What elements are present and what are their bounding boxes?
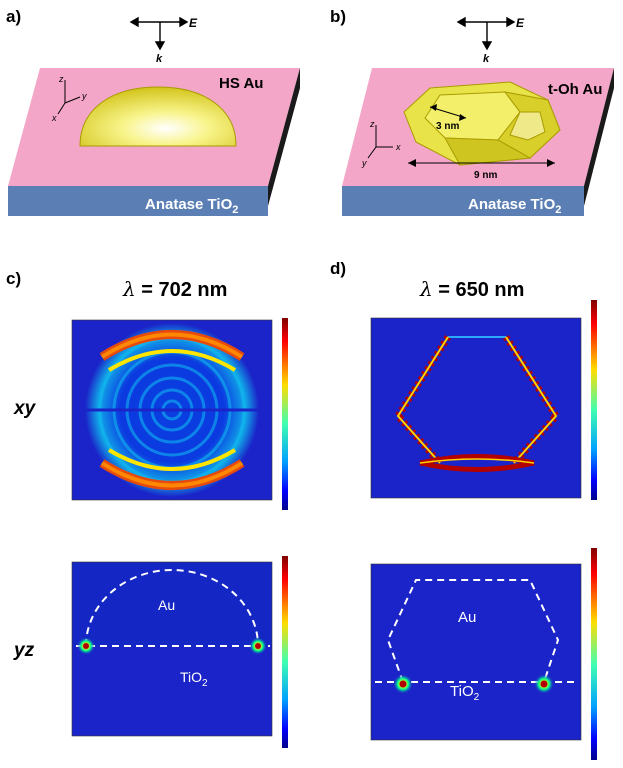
- substrate-front: [342, 186, 584, 216]
- dimension-small-label: 3 nm: [436, 121, 459, 132]
- panel-a: a) E k z y x HS Au Anatase TiO2: [6, 7, 300, 216]
- particle-label: HS Au: [219, 75, 263, 92]
- colorbar: [282, 556, 288, 748]
- colorbar: [591, 300, 597, 500]
- polarization-arrows-icon: [456, 16, 516, 51]
- region-au-label: Au: [158, 597, 175, 613]
- axes-icon: [367, 125, 393, 159]
- particle-label: t-Oh Au: [548, 81, 602, 98]
- row-label-yz: yz: [13, 640, 35, 661]
- axis-z-label: z: [58, 74, 64, 84]
- row-label-xy: xy: [13, 398, 37, 419]
- map-d-yz: Au TiO2: [370, 563, 582, 741]
- region-tio2-label: TiO2: [180, 669, 208, 689]
- panel-b: b) E k 3 nm z x: [330, 7, 614, 216]
- dimension-large-label: 9 nm: [474, 170, 497, 181]
- panel-c-letter: c): [6, 269, 21, 288]
- region-au-label: Au: [458, 609, 476, 626]
- field-label: E: [189, 16, 198, 30]
- colorbar: [282, 318, 288, 510]
- axis-y-label: y: [361, 158, 367, 168]
- substrate-right-side: [584, 68, 614, 206]
- axes-icon: [57, 80, 81, 115]
- panel-b-letter: b): [330, 7, 346, 26]
- substrate-label: Anatase TiO2: [468, 196, 561, 216]
- axis-x-label: x: [395, 142, 401, 152]
- substrate-front: [8, 186, 268, 216]
- panel-c-title: λ = 702 nm: [122, 277, 227, 301]
- map-c-xy: [71, 319, 273, 501]
- panel-a-letter: a): [6, 7, 21, 26]
- panel-d-title: λ = 650 nm: [419, 277, 524, 301]
- panel-d-letter: d): [330, 259, 346, 278]
- axis-x-label: x: [51, 113, 57, 123]
- hemisphere-particle: [79, 86, 237, 147]
- axis-y-label: y: [81, 91, 87, 101]
- wave-label: k: [156, 53, 163, 65]
- substrate-right-side: [268, 68, 300, 206]
- field-label: E: [516, 16, 525, 30]
- colorbar: [591, 548, 597, 760]
- map-d-xy: [370, 317, 582, 499]
- substrate-label: Anatase TiO2: [145, 196, 238, 216]
- axis-z-label: z: [369, 119, 375, 129]
- region-tio2-label: TiO2: [450, 683, 480, 703]
- octahedron-particle: [403, 81, 561, 166]
- wave-label: k: [483, 53, 490, 65]
- map-c-yz: Au TiO2: [71, 561, 273, 737]
- polarization-arrows-icon: [129, 16, 189, 51]
